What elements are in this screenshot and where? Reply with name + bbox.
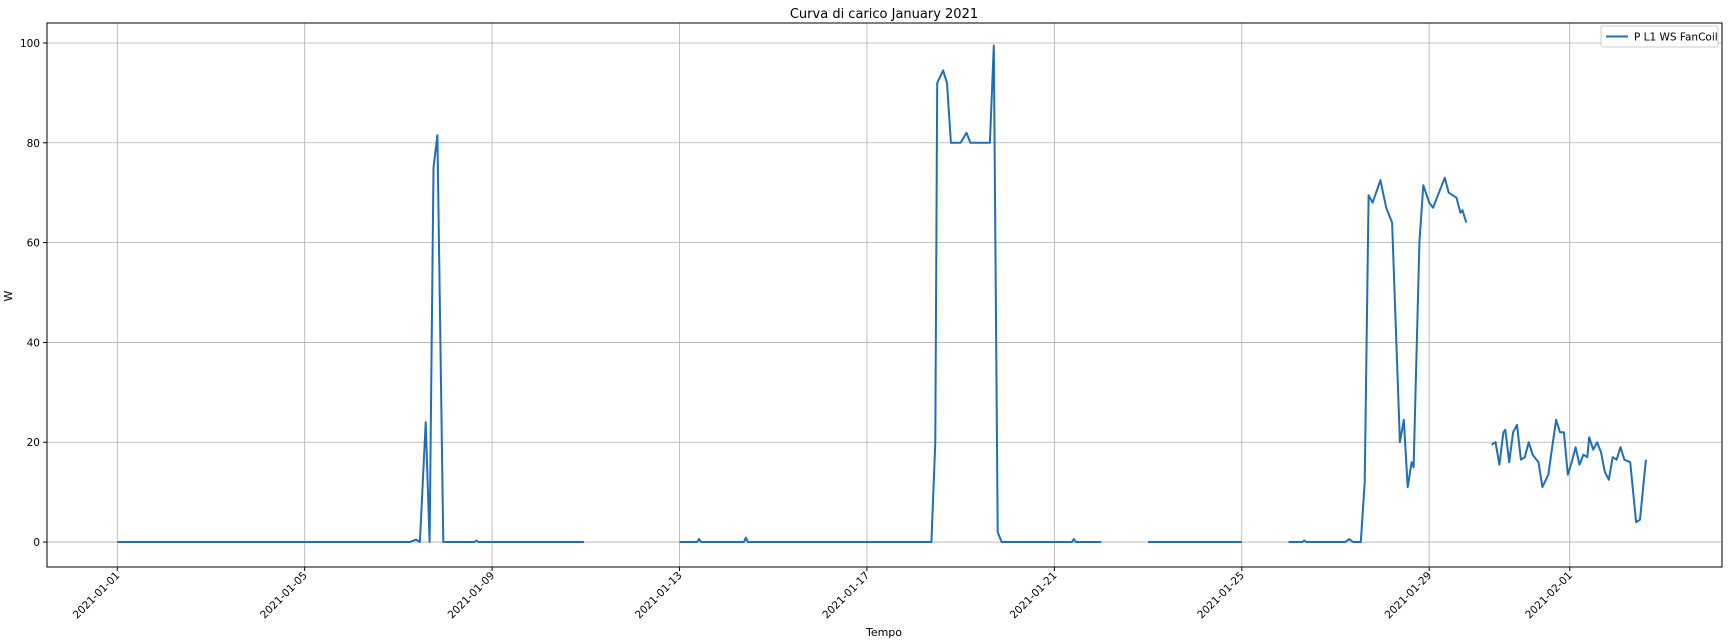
y-tick-label: 20 (27, 437, 40, 449)
plot-area-frame (46, 22, 1723, 568)
series-line-segment (117, 134, 584, 543)
legend: P L1 WS FanCoil (1600, 25, 1719, 48)
series-line-segment (1491, 418, 1647, 524)
grid (47, 23, 1722, 567)
y-tick-label: 80 (27, 138, 40, 150)
chart-title: Curva di carico January 2021 (790, 7, 978, 22)
y-tick-label: 0 (33, 537, 40, 549)
series-line-segment (1288, 176, 1468, 543)
series-layer (117, 44, 1647, 543)
x-axis-label: Tempo (865, 626, 902, 639)
series-line-segment (679, 44, 1102, 543)
y-axis-label: W (2, 290, 15, 301)
y-tick-label: 100 (20, 38, 40, 50)
legend-label: P L1 WS FanCoil (1634, 32, 1718, 44)
y-tick-label: 40 (27, 337, 40, 349)
y-tick-label: 60 (27, 238, 40, 250)
legend-box (1600, 25, 1719, 48)
